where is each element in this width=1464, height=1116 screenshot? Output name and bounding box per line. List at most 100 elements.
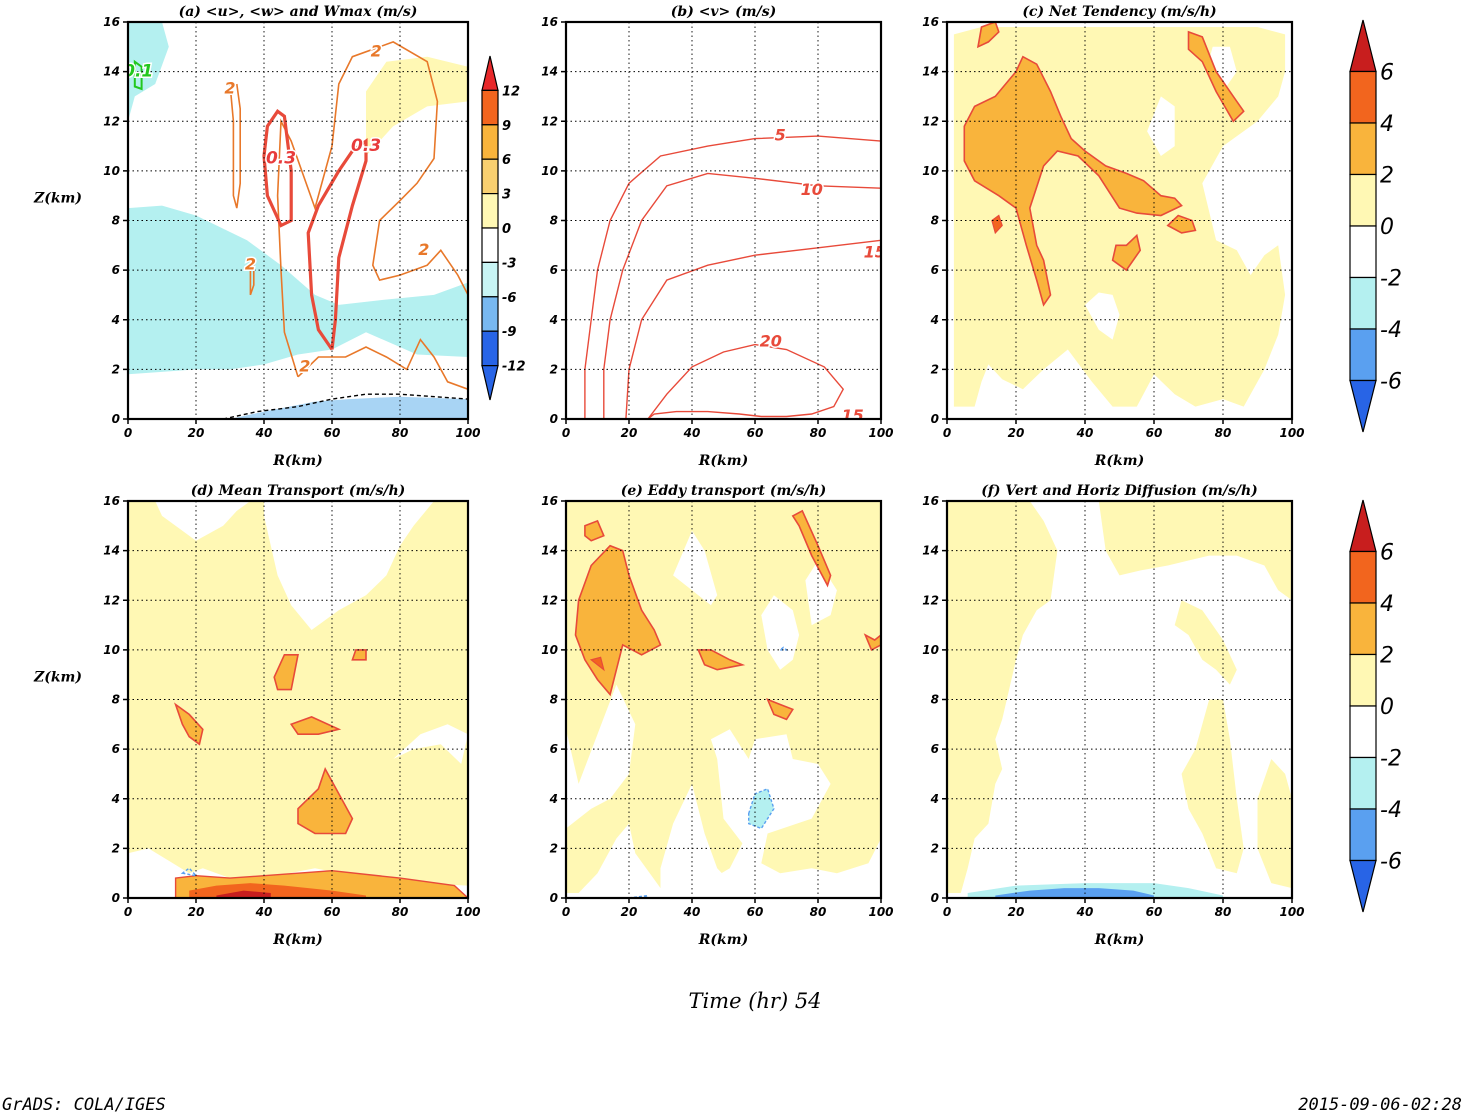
- inflow-fill-mid: [128, 205, 468, 375]
- x-tick-label: 40: [255, 426, 273, 440]
- y-tick-label: 6: [112, 742, 120, 756]
- panel-title: (f) Vert and Horiz Diffusion (m/s/h): [981, 483, 1258, 499]
- colorbar-label: -12: [502, 360, 526, 375]
- x-axis-label: R(km): [272, 932, 322, 948]
- tendency-zero-patch-1: [1085, 292, 1120, 340]
- tendency-zero-patch-2: [1147, 96, 1175, 156]
- panel-a-plot-area: 0.1 2 2 2 2 2 0.3 0.3: [128, 22, 468, 419]
- x-axis-label: R(km): [1094, 453, 1144, 469]
- y-tick-label: 14: [922, 65, 939, 79]
- eddy-fill-top: [584, 519, 605, 542]
- colorbar-label: -2: [1380, 747, 1402, 772]
- eddy-negative-contour: [778, 646, 789, 651]
- x-tick-label: 80: [810, 426, 827, 440]
- y-tick-label: 2: [550, 841, 558, 855]
- y-tick-label: 14: [541, 544, 558, 558]
- x-tick-label: 20: [1008, 905, 1025, 919]
- colorbar-label: 4: [1380, 592, 1394, 617]
- contour-label-2: 15: [864, 242, 886, 261]
- y-axis-label: Z(km): [33, 670, 82, 686]
- diffusion-positive-fill-mid: [1174, 600, 1237, 685]
- panel-title: (b) <v> (m/s): [671, 4, 776, 20]
- y-tick-label: 16: [103, 494, 120, 508]
- colorbar-label: 2: [1380, 164, 1394, 189]
- mean-zero-patch-top: [155, 501, 251, 541]
- colorbar-top: 6 4 2 0 -2 -4 -6: [1349, 19, 1402, 433]
- contour-label-4: 15: [842, 406, 864, 425]
- v-contour-20-3: [647, 343, 845, 419]
- tendency-fill-main: [963, 55, 1183, 307]
- eddy-fill-edge: [863, 633, 881, 652]
- y-tick-label: 4: [111, 792, 120, 806]
- outflow-fill: [366, 56, 468, 157]
- x-tick-label: 60: [747, 905, 764, 919]
- colorbar-label: 3: [502, 188, 511, 203]
- y-axis-label: Z(km): [33, 191, 82, 207]
- panel-d-plot-area: [128, 501, 468, 898]
- x-tick-label: 100: [1279, 426, 1304, 440]
- updraft-contour-2b: [249, 265, 255, 296]
- mean-fill-1: [174, 702, 204, 746]
- eddy-zero-patch-left: [566, 684, 636, 829]
- colorbar-bottom-arrow: [1349, 859, 1377, 913]
- panel-b: 5 10 15 20 15 0 20 40 60 80 100 0 2 4 6 8 10 12 14 16 (b) <v…: [541, 4, 893, 469]
- y-tick-label: 12: [922, 593, 939, 607]
- y-tick-label: 10: [922, 643, 939, 657]
- colorbar-label: -4: [1380, 318, 1402, 343]
- colorbar-label: 2: [1380, 644, 1394, 669]
- y-tick-label: 6: [931, 742, 939, 756]
- inflow-fill-low: [230, 396, 468, 419]
- y-tick-label: 14: [541, 65, 558, 79]
- colorbar-label: 0: [1380, 215, 1394, 240]
- mean-fill-2: [273, 654, 299, 691]
- mean-zero-patch-upper: [264, 501, 434, 630]
- x-tick-label: 0: [562, 426, 570, 440]
- colorbar-label: 9: [502, 119, 511, 134]
- y-tick-label: 6: [550, 742, 558, 756]
- colorbar-label: 4: [1380, 112, 1394, 137]
- y-tick-label: 16: [541, 494, 558, 508]
- mean-fill-3: [289, 716, 342, 735]
- x-tick-label: 20: [1008, 426, 1025, 440]
- x-tick-label: 40: [1076, 426, 1094, 440]
- inflow-fill-top: [128, 22, 169, 122]
- x-axis-label: R(km): [698, 453, 748, 469]
- colorbar-label: -6: [1380, 850, 1402, 875]
- x-tick-label: 100: [455, 426, 480, 440]
- diffusion-positive-fill-right: [1181, 699, 1244, 874]
- v-contour-10-1: [603, 172, 881, 419]
- y-tick-label: 16: [922, 494, 939, 508]
- colorbar-label: 6: [502, 153, 511, 168]
- tendency-fill-tiny: [976, 22, 1000, 49]
- y-tick-label: 10: [103, 643, 120, 657]
- x-tick-label: 0: [124, 426, 132, 440]
- x-tick-label: 0: [943, 905, 951, 919]
- x-tick-label: 40: [683, 426, 701, 440]
- panel-title: (d) Mean Transport (m/s/h): [191, 483, 406, 499]
- y-tick-label: 16: [541, 15, 558, 29]
- x-tick-label: 80: [1215, 426, 1232, 440]
- updraft-contour-2d: [297, 338, 468, 390]
- y-tick-label: 2: [931, 362, 939, 376]
- colorbar-segment: [1349, 653, 1377, 707]
- y-tick-label: 0: [112, 891, 120, 905]
- mean-fill-4: [351, 649, 367, 661]
- x-tick-label: 40: [255, 905, 273, 919]
- y-tick-label: 0: [112, 412, 120, 426]
- panel-c-plot-area: [947, 22, 1292, 419]
- contour-label-4: 2: [418, 240, 429, 259]
- colorbar-segment: [481, 124, 499, 160]
- colorbar-label: 6: [1380, 61, 1394, 86]
- v-contour-5-0: [584, 135, 881, 419]
- eddy-negative-contour-bottom: [628, 894, 649, 898]
- y-tick-label: 6: [550, 263, 558, 277]
- mean-fill-5: [297, 767, 354, 835]
- colorbar-segment: [1349, 756, 1377, 810]
- y-tick-label: 2: [112, 362, 120, 376]
- x-tick-label: 60: [747, 426, 764, 440]
- y-tick-label: 8: [550, 214, 558, 228]
- colorbar-segment: [1349, 276, 1377, 330]
- x-tick-label: 40: [1076, 905, 1094, 919]
- y-tick-label: 0: [550, 891, 558, 905]
